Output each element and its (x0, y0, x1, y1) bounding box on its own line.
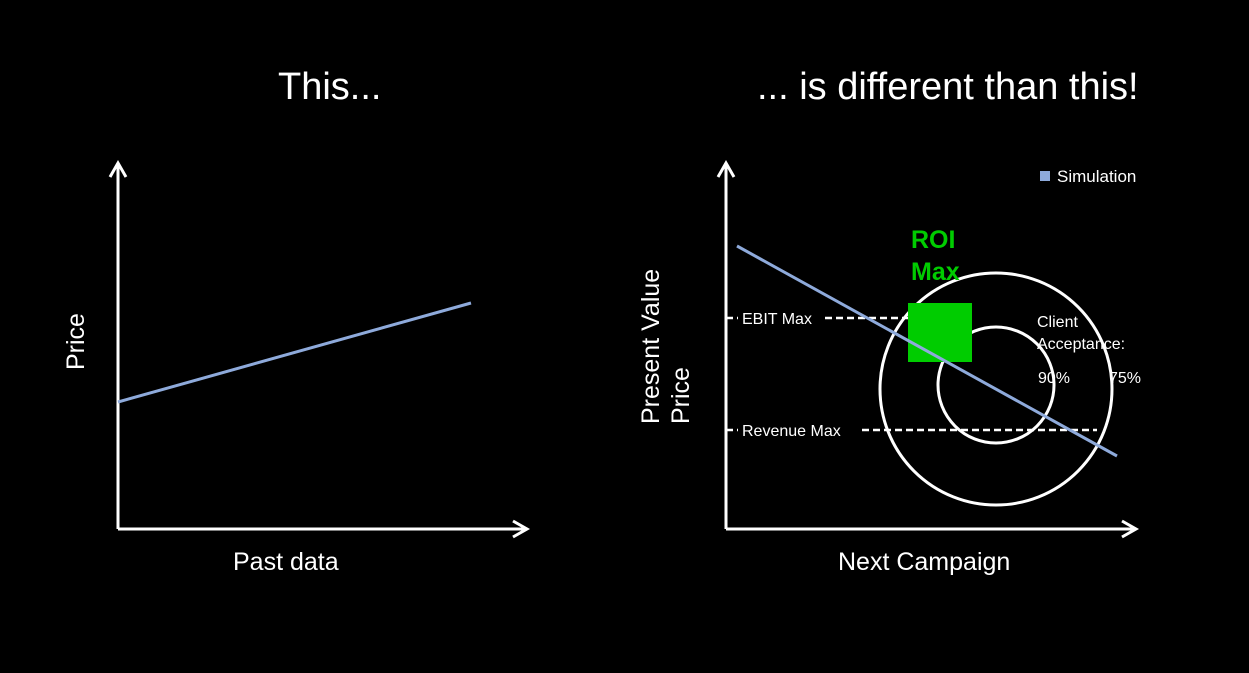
acceptance-inner-value: 90% (1038, 370, 1070, 387)
right-chart: Simulation ROI Max EBIT Max Revenue Max … (716, 159, 1141, 539)
acceptance-label-line1: Client (1037, 314, 1078, 331)
ebit-max-label: EBIT Max (742, 311, 812, 328)
acceptance-inner-circle (936, 325, 1056, 445)
acceptance-outer-value: 75% (1109, 370, 1141, 387)
revenue-max-label: Revenue Max (742, 423, 841, 440)
right-x-axis-arrow-icon (1121, 519, 1140, 539)
legend-label: Simulation (1057, 167, 1136, 186)
right-trend-line (736, 244, 1118, 458)
acceptance-outer-circle (878, 271, 1114, 507)
right-title: ... is different than this! (757, 66, 1139, 108)
right-y-axis-arrow-icon (716, 159, 736, 178)
left-title: This... (278, 66, 382, 108)
roi-label-line2: Max (911, 258, 960, 286)
acceptance-label-line2: Acceptance: (1037, 336, 1125, 353)
roi-max-box (908, 303, 972, 362)
right-x-axis-label: Next Campaign (838, 548, 1011, 576)
left-x-axis-arrow-icon (512, 519, 531, 539)
square-marker-icon (1040, 171, 1050, 181)
left-x-axis-label: Past data (233, 548, 339, 576)
left-chart (108, 159, 531, 539)
left-trend-line (117, 301, 472, 404)
roi-label-line1: ROI (911, 226, 955, 254)
left-y-axis-arrow-icon (108, 159, 128, 178)
